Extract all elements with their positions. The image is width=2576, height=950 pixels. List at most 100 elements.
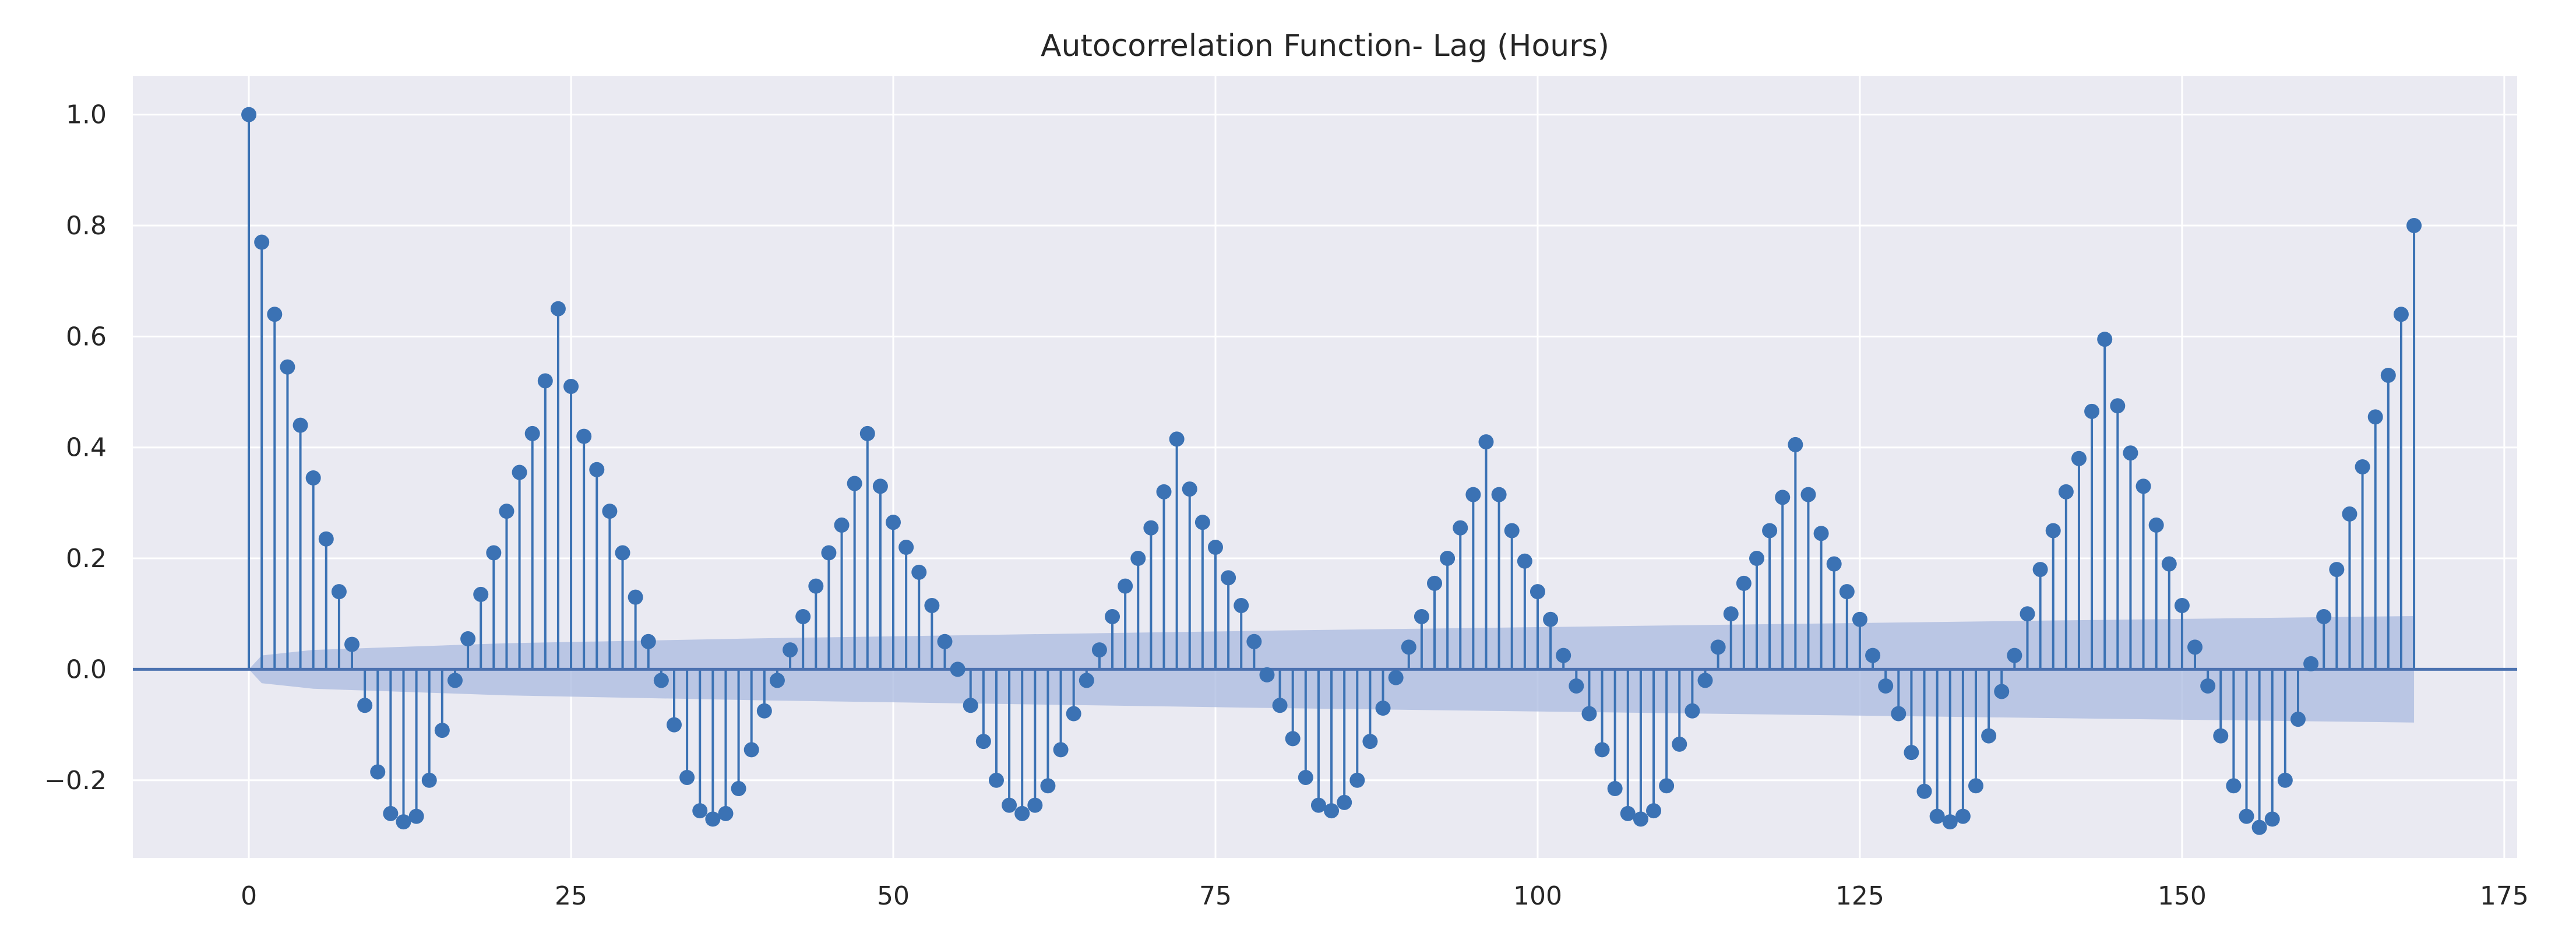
acf-point <box>331 584 347 600</box>
acf-point <box>1040 778 1056 794</box>
acf-point <box>821 545 837 561</box>
acf-point <box>924 597 940 613</box>
acf-point <box>1685 703 1700 719</box>
acf-point <box>679 769 695 785</box>
acf-point <box>1581 706 1597 722</box>
acf-point <box>2020 606 2035 622</box>
acf-point <box>2174 597 2190 613</box>
acf-point <box>1491 487 1507 502</box>
acf-point <box>1646 803 1662 819</box>
acf-point <box>1014 805 1030 821</box>
acf-point <box>589 462 605 477</box>
acf-point <box>2290 712 2306 727</box>
acf-point <box>705 811 721 827</box>
acf-point <box>795 608 811 624</box>
acf-point <box>783 642 798 658</box>
acf-point <box>1543 611 1559 627</box>
acf-point <box>2058 484 2074 499</box>
acf-point <box>2316 608 2332 624</box>
acf-point <box>357 698 373 713</box>
acf-point <box>1749 551 1764 567</box>
acf-point <box>1259 667 1275 682</box>
y-tick-label: 1.0 <box>66 100 107 130</box>
y-tick-label: −0.2 <box>44 766 107 796</box>
acf-point <box>834 517 850 533</box>
acf-point <box>1659 778 1675 794</box>
acf-point <box>1736 575 1752 591</box>
acf-point <box>1414 608 1429 624</box>
acf-point <box>1530 584 1545 600</box>
acf-point <box>1723 606 1739 622</box>
acf-point <box>370 764 386 780</box>
acf-point <box>1246 634 1262 649</box>
acf-point <box>731 781 746 797</box>
acf-point <box>2084 403 2100 419</box>
acf-point <box>743 742 759 758</box>
acf-point <box>408 808 424 824</box>
acf-point <box>1388 670 1404 685</box>
acf-point <box>1556 648 1571 663</box>
acf-point <box>1310 797 1326 813</box>
acf-point <box>1130 551 1146 567</box>
acf-point <box>2135 478 2151 494</box>
acf-point <box>1091 642 1107 658</box>
acf-point <box>241 107 257 122</box>
acf-point <box>473 586 489 602</box>
acf-point <box>537 373 553 389</box>
acf-point <box>1324 803 1340 819</box>
acf-point <box>2226 778 2242 794</box>
acf-point <box>267 307 283 322</box>
acf-point <box>254 234 270 250</box>
acf-point <box>1968 778 1984 794</box>
acf-point <box>1672 736 1687 752</box>
acf-point <box>859 425 875 441</box>
acf-point <box>576 428 592 444</box>
acf-point <box>1298 769 1313 785</box>
acf-point <box>1633 811 1648 827</box>
acf-point <box>769 673 785 688</box>
acf-point <box>1234 597 1249 613</box>
acf-point <box>1066 706 1081 722</box>
acf-point <box>2303 656 2319 671</box>
acf-point <box>911 564 927 580</box>
acf-point <box>1775 490 1791 505</box>
acf-point <box>692 803 708 819</box>
acf-point <box>1504 523 1520 539</box>
acf-point <box>1079 673 1094 688</box>
acf-point <box>1285 731 1301 747</box>
acf-point <box>1994 684 2010 699</box>
x-tick-label: 150 <box>2158 881 2207 911</box>
acf-point <box>2071 451 2087 466</box>
acf-point <box>2097 332 2113 347</box>
acf-point <box>2032 562 2048 578</box>
acf-point <box>2277 772 2293 788</box>
acf-point <box>1362 734 1378 750</box>
acf-point <box>486 545 502 561</box>
acf-point <box>1762 523 1778 539</box>
acf-point <box>1569 678 1584 694</box>
acf-point <box>615 545 630 561</box>
acf-point <box>666 717 682 733</box>
acf-point <box>1182 481 1197 497</box>
acf-point <box>1143 520 1159 536</box>
acf-point <box>2200 678 2216 694</box>
acf-point <box>628 589 643 605</box>
acf-point <box>1916 783 1932 799</box>
acf-point <box>1027 797 1043 813</box>
acf-point <box>886 515 901 530</box>
acf-point <box>1401 639 1416 655</box>
acf-point <box>1904 745 1919 761</box>
x-tick-label: 50 <box>877 881 910 911</box>
acf-point <box>2007 648 2022 663</box>
acf-point <box>1607 781 1623 797</box>
acf-point <box>602 504 618 519</box>
acf-point <box>898 540 914 555</box>
x-tick-label: 0 <box>241 881 257 911</box>
acf-point <box>1169 431 1185 447</box>
y-tick-label: 0.4 <box>66 433 107 463</box>
x-tick-label: 175 <box>2480 881 2529 911</box>
acf-point <box>1194 515 1210 530</box>
acf-point <box>344 636 360 652</box>
acf-point <box>2251 819 2267 835</box>
